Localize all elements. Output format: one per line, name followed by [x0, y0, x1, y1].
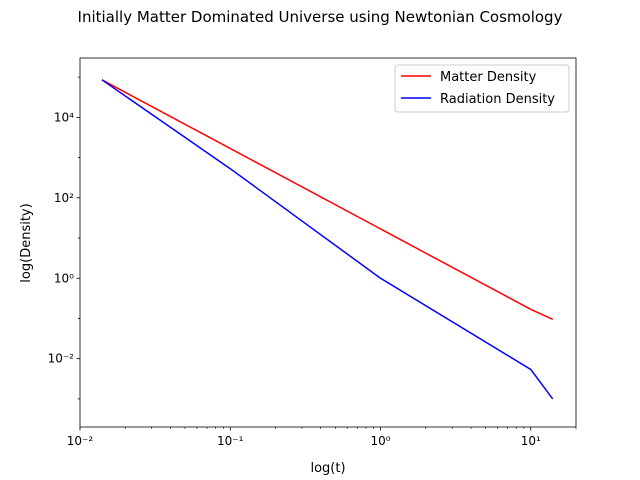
- axes-frame: [79, 57, 577, 428]
- x-tick-label: 10⁻¹: [217, 434, 244, 448]
- series-line-matter-density: [101, 79, 554, 321]
- legend: Matter Density Radiation Density: [394, 64, 570, 113]
- chart-title: Initially Matter Dominated Universe usin…: [78, 8, 563, 26]
- y-tick-label: 10⁴: [54, 110, 74, 124]
- legend-label-matter: Matter Density: [440, 70, 537, 85]
- series-line-radiation-density: [101, 79, 554, 400]
- legend-label-radiation: Radiation Density: [440, 92, 555, 107]
- y-axis-ticks: 10⁻² 10⁰ 10² 10⁴: [48, 76, 80, 400]
- y-tick-label: 10²: [54, 191, 74, 205]
- series-layer: [101, 79, 554, 400]
- legend-box: [394, 64, 570, 113]
- plot-area: 10⁻² 10⁻¹ 10⁰ 10¹ 10⁻² 10⁰ 10² 10⁴: [48, 57, 577, 448]
- x-tick-label: 10¹: [521, 434, 541, 448]
- x-tick-label: 10⁻²: [67, 434, 94, 448]
- x-axis-label: log(t): [310, 461, 345, 476]
- y-tick-label: 10⁻²: [48, 352, 75, 366]
- y-axis-label: log(Density): [19, 203, 34, 282]
- y-tick-label: 10⁰: [54, 271, 74, 285]
- x-axis-ticks: 10⁻² 10⁻¹ 10⁰ 10¹: [67, 427, 577, 448]
- x-tick-label: 10⁰: [370, 434, 390, 448]
